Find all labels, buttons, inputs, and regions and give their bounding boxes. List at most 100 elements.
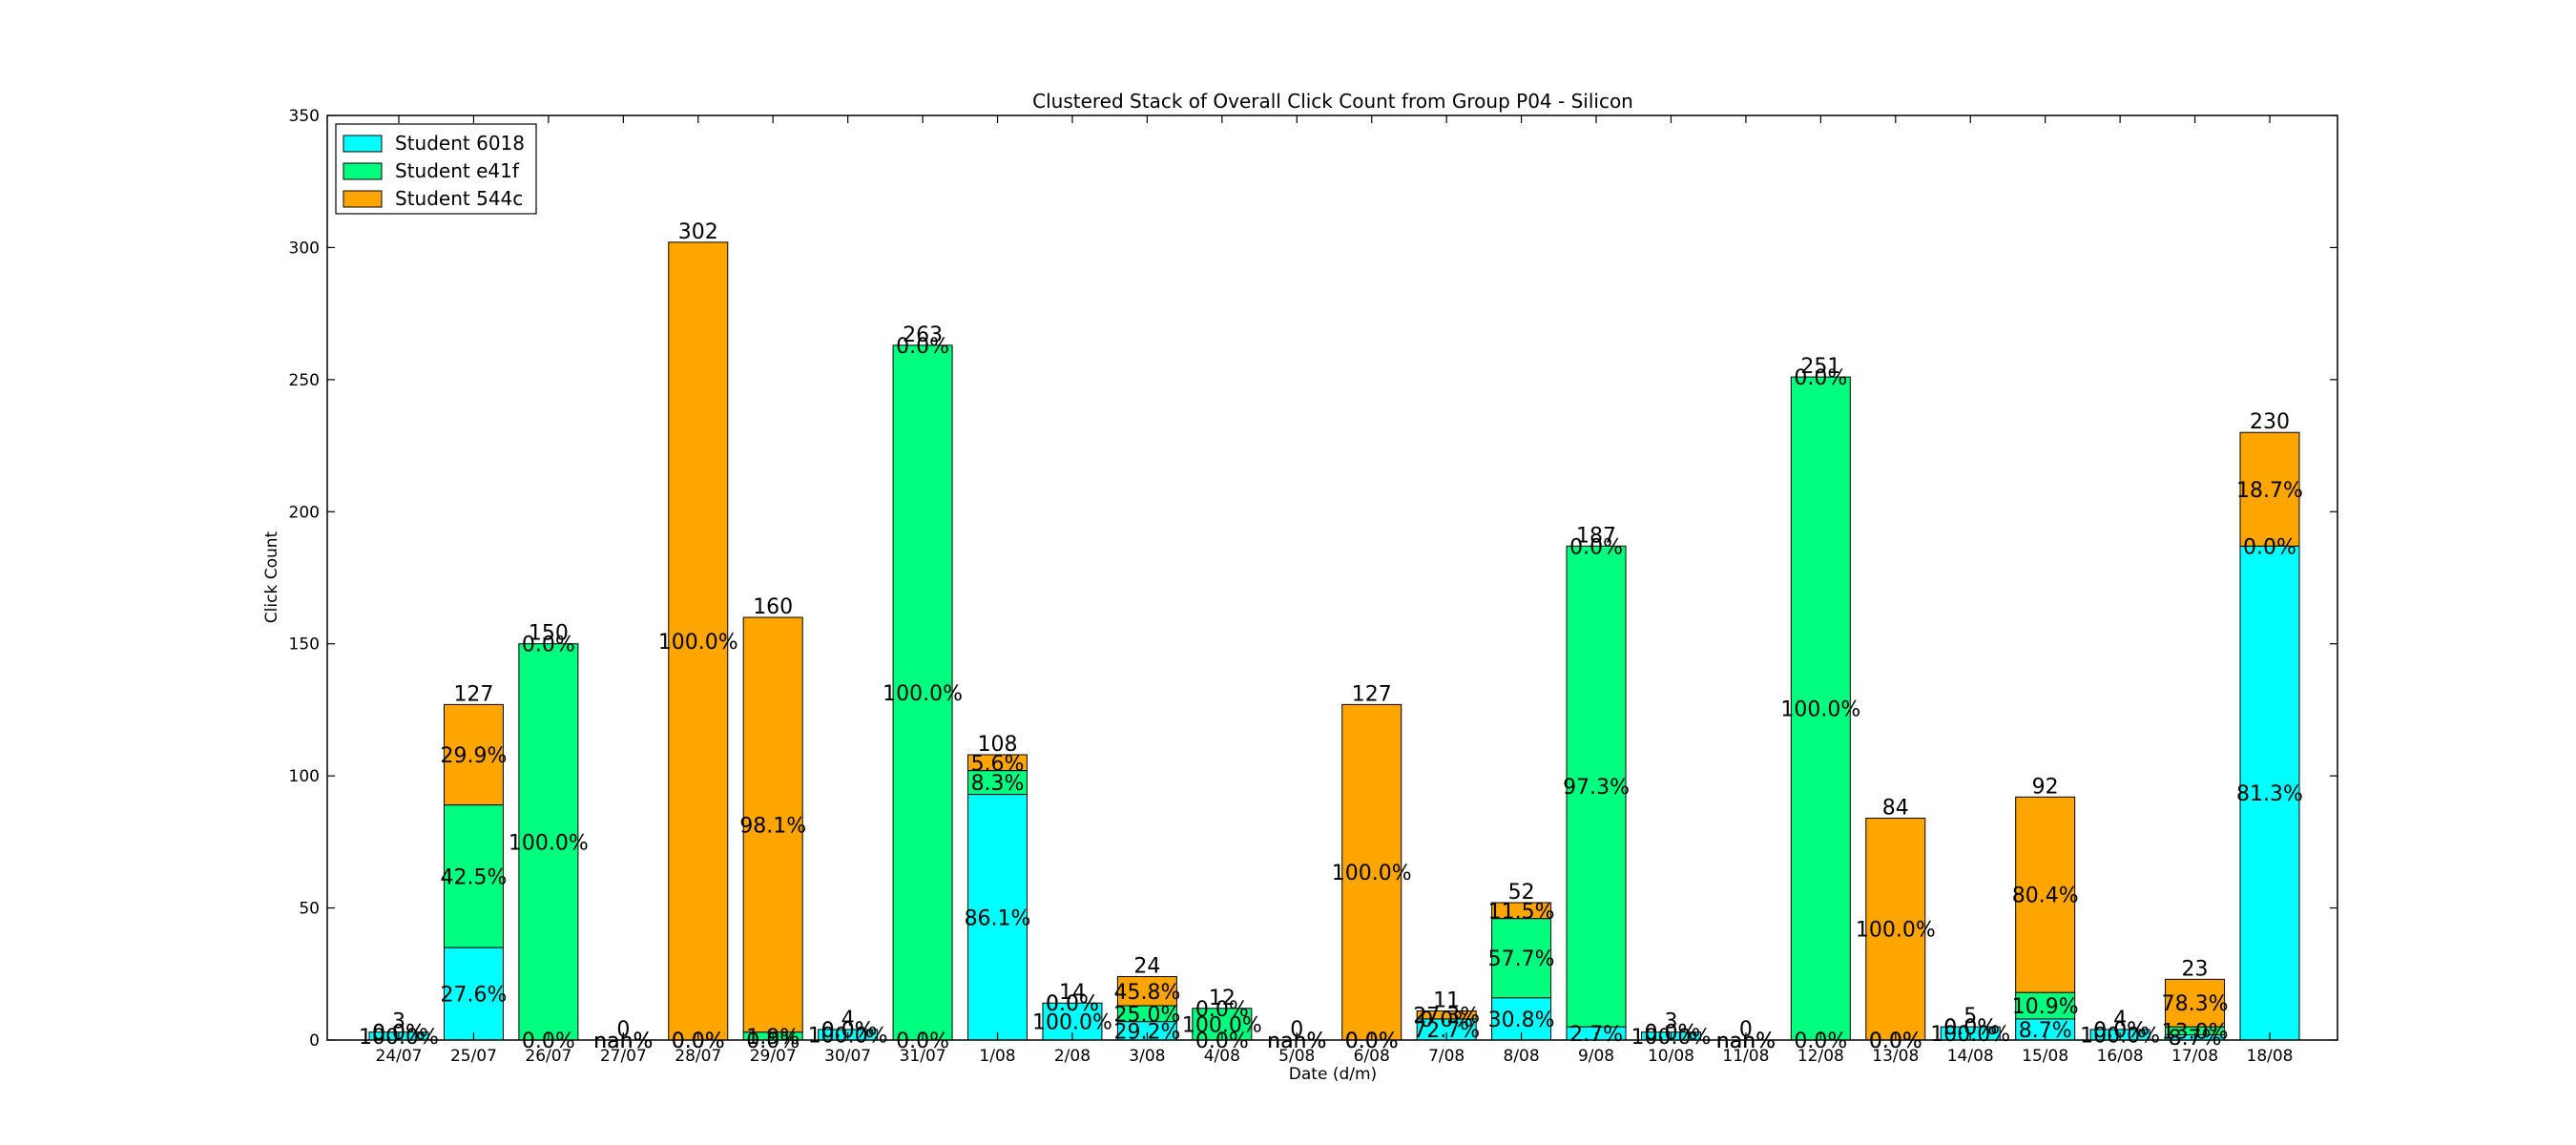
x-tick-label: 3/08 xyxy=(1129,1047,1165,1066)
x-tick-label: 27/07 xyxy=(600,1047,647,1066)
plot-area: 100.0%0.0%0.0%27.6%42.5%29.9%0.0%100.0%0… xyxy=(359,220,2303,1053)
legend-swatch xyxy=(343,190,383,208)
percent-label: 5.6% xyxy=(971,752,1025,776)
bar-segment xyxy=(2239,431,2300,547)
x-tick-label: 26/07 xyxy=(525,1047,571,1066)
percent-label: 100.0% xyxy=(1332,862,1412,885)
total-label: 127 xyxy=(1352,682,1392,706)
y-tick-label: 150 xyxy=(289,635,320,655)
total-label: 11 xyxy=(1433,989,1460,1013)
bar-segment xyxy=(967,794,1028,1041)
x-tick-label: 16/08 xyxy=(2097,1047,2144,1066)
total-label: 92 xyxy=(2032,775,2059,799)
percent-label: 100.0% xyxy=(1780,698,1860,722)
percent-label: 18.7% xyxy=(2236,479,2303,503)
bar-segment xyxy=(2015,796,2076,993)
total-label: 23 xyxy=(2182,957,2209,981)
percent-label: 0.0% xyxy=(1569,535,1623,559)
bar-segment xyxy=(1566,545,1627,1028)
chart-title: Clustered Stack of Overall Click Count f… xyxy=(1032,90,1633,113)
total-label: 108 xyxy=(978,733,1018,757)
total-label: 150 xyxy=(529,622,569,646)
x-tick-label: 12/08 xyxy=(1797,1047,1844,1066)
total-label: 14 xyxy=(1059,981,1086,1005)
bar-segment xyxy=(967,754,1028,772)
x-tick-label: 31/07 xyxy=(900,1047,946,1066)
percent-label: 100.0% xyxy=(883,682,963,706)
bar-segment xyxy=(1416,1010,1477,1020)
percent-label: 0.0% xyxy=(1046,992,1099,1016)
percent-label: 0.0% xyxy=(1046,992,1099,1016)
x-tick-label: 2/08 xyxy=(1054,1047,1091,1066)
total-label: 4 xyxy=(841,1008,855,1031)
percent-label: 100.0% xyxy=(1032,1011,1112,1035)
x-tick-label: 9/08 xyxy=(1578,1047,1614,1066)
total-label: 5 xyxy=(1963,1005,1977,1029)
percent-label: 80.4% xyxy=(2012,885,2079,908)
percent-label: 81.3% xyxy=(2236,782,2303,806)
legend: Student 6018 Student e41f Student 544c xyxy=(335,123,537,215)
total-label: 12 xyxy=(1209,987,1236,1010)
total-label: 302 xyxy=(678,220,718,244)
percent-label: 78.3% xyxy=(2162,992,2229,1016)
y-tick-label: 350 xyxy=(289,107,320,126)
legend-swatch xyxy=(343,162,383,180)
y-tick-label: 250 xyxy=(289,371,320,390)
x-tick-label: 11/08 xyxy=(1722,1047,1769,1066)
x-tick-label: 1/08 xyxy=(979,1047,1015,1066)
total-label: 24 xyxy=(1133,955,1160,979)
percent-label: 42.5% xyxy=(440,865,507,889)
x-tick-label: 13/08 xyxy=(1872,1047,1919,1066)
percent-label: 0.0% xyxy=(2243,535,2296,559)
y-tick-label: 0 xyxy=(309,1031,320,1051)
x-axis-title: Date (d/m) xyxy=(1289,1065,1377,1084)
bar-segment xyxy=(2165,978,2226,1028)
percent-label: 29.9% xyxy=(440,744,507,768)
bar-segment xyxy=(443,947,504,1041)
x-tick-label: 6/08 xyxy=(1354,1047,1390,1066)
x-tick-label: 14/08 xyxy=(1947,1047,1994,1066)
percent-label: 98.1% xyxy=(739,814,806,838)
x-tick-label: 25/07 xyxy=(450,1047,497,1066)
legend-swatch xyxy=(343,135,383,153)
bar-segment xyxy=(1042,1002,1103,1041)
bar-segment xyxy=(518,643,579,1041)
bar-segment xyxy=(892,344,953,1041)
bar-segment xyxy=(668,241,729,1041)
bar-segment xyxy=(1116,976,1177,1007)
x-tick-label: 17/08 xyxy=(2171,1047,2218,1066)
x-tick-label: 28/07 xyxy=(675,1047,721,1066)
percent-label: 11.5% xyxy=(1488,900,1555,924)
x-tick-label: 18/08 xyxy=(2247,1047,2294,1066)
bar-segment xyxy=(443,804,504,948)
total-label: 3 xyxy=(392,1010,405,1034)
percent-label: 100.0% xyxy=(509,831,589,855)
x-tick-label: 24/07 xyxy=(376,1047,423,1066)
x-tick-label: 5/08 xyxy=(1278,1047,1315,1066)
bar-segment xyxy=(1491,902,1552,920)
percent-label: 10.9% xyxy=(2012,995,2079,1019)
bar-segment xyxy=(967,770,1028,796)
total-label: 84 xyxy=(1882,796,1909,820)
percent-label: 0.0% xyxy=(1420,1009,1473,1032)
total-label: 230 xyxy=(2250,410,2290,434)
total-label: 52 xyxy=(1508,881,1535,905)
percent-label: 0.0% xyxy=(522,634,575,657)
bar-segment xyxy=(1491,918,1552,999)
bar-segment xyxy=(1790,376,1851,1041)
bar-segment xyxy=(2015,991,2076,1020)
percent-label: 100.0% xyxy=(1856,919,1936,943)
total-label: 0 xyxy=(1290,1018,1303,1042)
bar-segment xyxy=(742,616,803,1033)
bar-segment xyxy=(1865,817,1926,1041)
total-label: 3 xyxy=(1664,1010,1677,1034)
percent-label: 45.8% xyxy=(1113,981,1180,1005)
x-tick-label: 15/08 xyxy=(2022,1047,2068,1066)
x-tick-label: 4/08 xyxy=(1204,1047,1240,1066)
y-tick-label: 200 xyxy=(289,503,320,522)
percent-label: 25.0% xyxy=(1113,1003,1180,1027)
total-label: 251 xyxy=(1800,355,1840,379)
x-tick-label: 30/07 xyxy=(824,1047,871,1066)
